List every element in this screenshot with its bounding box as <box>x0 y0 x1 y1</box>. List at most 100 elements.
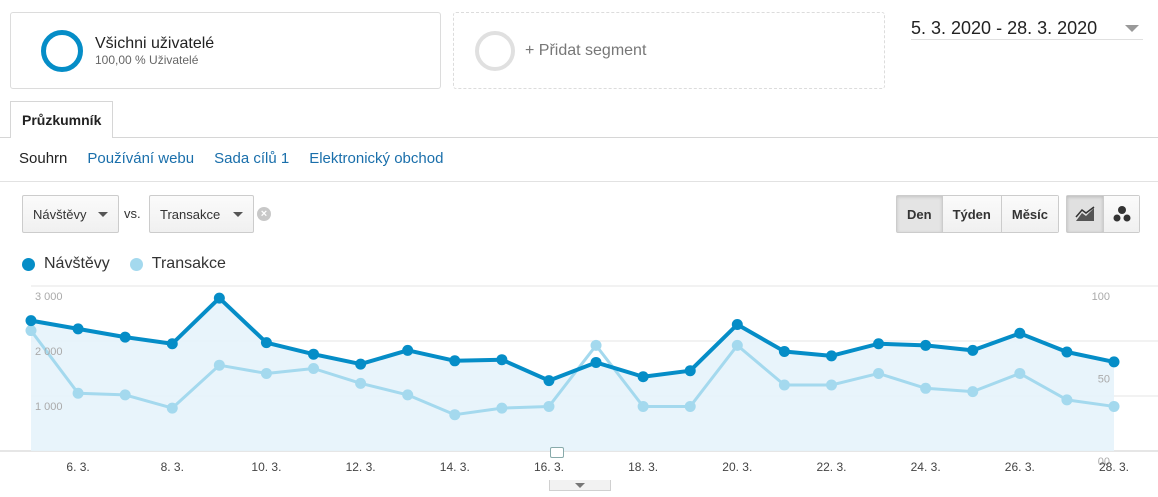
data-point-transactions <box>873 367 885 379</box>
metric-select-primary-label: Návštěvy <box>33 206 87 222</box>
data-point-visits <box>449 355 461 367</box>
data-point-visits <box>920 339 932 351</box>
subnav-goal-set-1[interactable]: Sada cílů 1 <box>214 150 290 167</box>
data-point-transactions <box>260 367 272 379</box>
data-point-transactions <box>920 382 932 394</box>
data-point-visits <box>166 338 178 350</box>
data-point-transactions <box>637 400 649 412</box>
vs-label: vs. <box>124 206 141 221</box>
data-point-transactions <box>543 400 555 412</box>
period-day-button[interactable]: Den <box>897 196 942 232</box>
line-chart-icon <box>1075 206 1095 221</box>
y-tick-label-right: 50 <box>1098 374 1110 386</box>
close-circle-icon[interactable]: × <box>257 207 271 221</box>
series-line-transactions <box>29 329 1115 417</box>
data-point-visits <box>731 319 743 330</box>
y-tick-label-left: 3 000 <box>35 291 63 303</box>
chevron-down-icon <box>1125 24 1139 32</box>
x-tick-label: 22. 3. <box>816 460 846 474</box>
data-point-visits <box>402 344 414 356</box>
data-point-transactions <box>449 409 461 421</box>
data-point-transactions <box>213 359 225 371</box>
series-line-visits <box>30 296 1115 383</box>
x-tick-label: 8. 3. <box>161 460 184 474</box>
chart-type-toggle-group <box>1066 195 1140 233</box>
y-tick-label-left: 1 000 <box>35 401 63 413</box>
data-point-visits <box>778 345 790 357</box>
line-chart: 3 000 2 000 1 000 100 50 00 6. 3. 8. 3. 10. 3. 12… <box>0 285 1158 474</box>
add-segment-button[interactable]: + Přidat segment <box>453 12 885 89</box>
x-tick-label: 18. 3. <box>628 460 658 474</box>
data-point-transactions <box>496 402 508 414</box>
data-point-visits <box>260 337 272 349</box>
expand-down-icon[interactable] <box>549 480 611 491</box>
y-tick-label-right: 00 <box>1098 456 1110 468</box>
date-range-label: 5. 3. 2020 - 28. 3. 2020 <box>911 17 1098 38</box>
line-chart-button[interactable] <box>1067 196 1103 232</box>
data-point-transactions <box>1014 367 1026 379</box>
data-point-visits <box>543 375 555 387</box>
metric-select-primary[interactable]: Návštěvy <box>22 195 119 233</box>
legend-label: Transakce <box>151 255 226 272</box>
data-point-visits <box>213 292 225 304</box>
x-tick-label: 16. 3. <box>534 460 564 474</box>
x-tick-label: 26. 3. <box>1005 460 1035 474</box>
data-point-visits <box>684 365 696 377</box>
segment-all-users[interactable]: Všichni uživatelé 100,00 % Uživatelé <box>10 12 441 89</box>
y-tick-label-left: 2 000 <box>35 346 63 358</box>
x-tick-label: 10. 3. <box>251 460 281 474</box>
data-point-visits <box>873 338 885 350</box>
data-point-visits <box>72 323 84 335</box>
x-tick-label: 24. 3. <box>911 460 941 474</box>
motion-chart-button[interactable] <box>1103 196 1139 232</box>
data-point-visits <box>590 356 602 368</box>
data-point-transactions <box>1061 394 1073 406</box>
metric-select-secondary-label: Transakce <box>160 206 221 222</box>
x-tick-label: 14. 3. <box>440 460 470 474</box>
subnav-ecommerce[interactable]: Elektronický obchod <box>309 150 444 167</box>
subnav: Souhrn Používání webu Sada cílů 1 Elektr… <box>19 150 443 167</box>
date-range-picker[interactable]: 5. 3. 2020 - 28. 3. 2020 <box>911 18 1143 40</box>
chevron-down-icon <box>233 211 243 217</box>
period-month-button[interactable]: Měsíc <box>1000 196 1058 232</box>
data-point-transactions <box>825 379 837 391</box>
data-point-transactions <box>967 386 979 398</box>
tab-bar: Průzkumník <box>0 101 1158 138</box>
legend-item-visits[interactable]: Návštěvy <box>22 255 110 273</box>
data-point-visits <box>637 371 649 383</box>
data-point-transactions <box>684 400 696 412</box>
chart-legend: Návštěvy Transakce <box>22 255 226 273</box>
data-point-visits <box>825 350 837 362</box>
data-point-transactions <box>72 387 84 399</box>
period-week-button[interactable]: Týden <box>941 196 1001 232</box>
bubble-chart-icon <box>1113 206 1130 222</box>
data-point-transactions <box>166 402 178 414</box>
subnav-summary[interactable]: Souhrn <box>19 150 68 167</box>
legend-label: Návštěvy <box>44 255 110 272</box>
data-point-transactions <box>590 339 602 351</box>
data-point-transactions <box>778 379 790 391</box>
x-tick-label: 28. 3. <box>1099 460 1129 474</box>
data-point-visits <box>1061 346 1073 358</box>
period-toggle-group: Den Týden Měsíc <box>896 195 1059 233</box>
tab-explorer[interactable]: Průzkumník <box>10 101 114 138</box>
y-tick-label-right: 100 <box>1092 291 1110 303</box>
data-point-transactions <box>731 339 743 351</box>
data-point-visits <box>308 348 320 360</box>
data-point-visits <box>1014 327 1026 339</box>
subnav-site-usage[interactable]: Používání webu <box>87 150 195 167</box>
data-point-visits <box>25 315 37 327</box>
circle-ring-icon <box>475 30 515 71</box>
legend-item-transactions[interactable]: Transakce <box>129 255 226 273</box>
metric-select-secondary[interactable]: Transakce <box>149 195 254 233</box>
data-point-visits <box>1108 356 1120 368</box>
data-point-transactions <box>119 389 131 401</box>
data-point-visits <box>967 344 979 356</box>
segment-title: Všichni uživatelé <box>95 35 215 52</box>
circle-ring-icon <box>41 29 83 72</box>
data-point-visits <box>355 358 367 370</box>
legend-dot <box>129 257 143 271</box>
annotation-icon[interactable] <box>550 447 564 458</box>
data-point-transactions <box>25 325 37 337</box>
data-point-transactions <box>355 377 367 389</box>
